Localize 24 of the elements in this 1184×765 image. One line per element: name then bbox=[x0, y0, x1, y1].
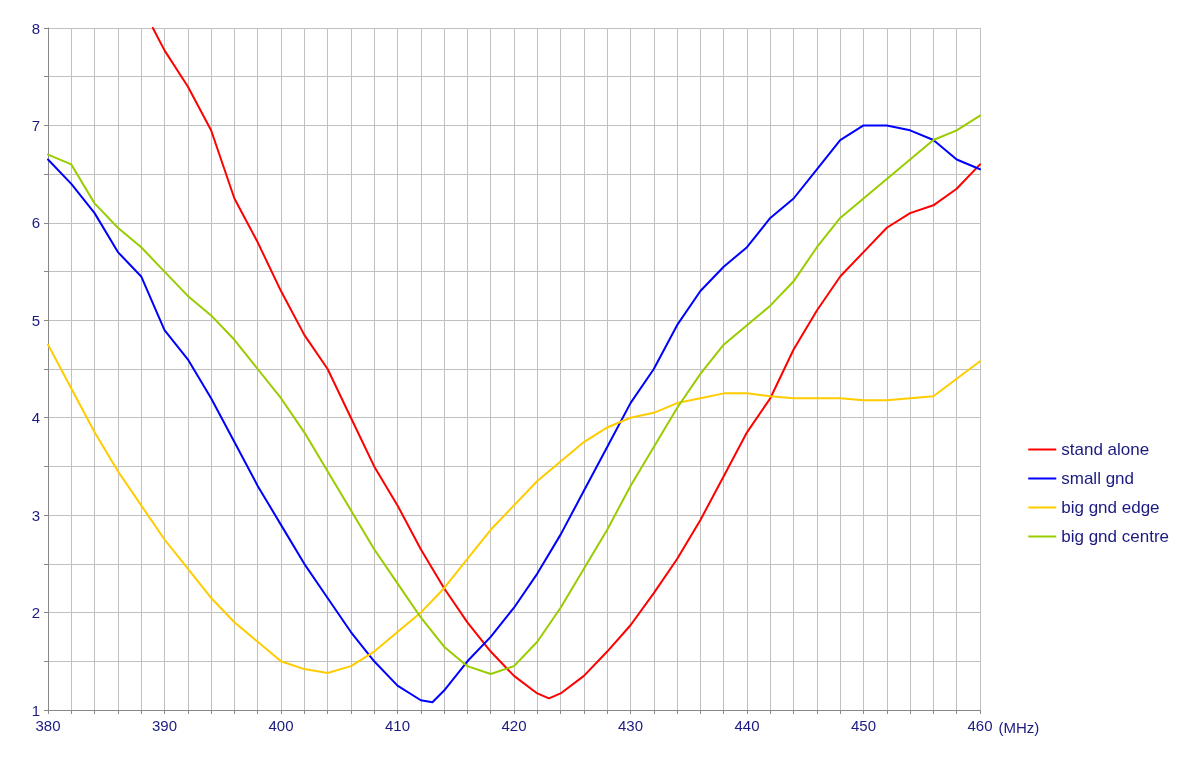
y-tick-label: 5 bbox=[31, 311, 40, 329]
x-tick-label: 460 bbox=[967, 717, 993, 734]
y-tick-label: 2 bbox=[31, 604, 40, 622]
y-tick-label: 7 bbox=[31, 116, 40, 134]
x-tick-label: 400 bbox=[268, 717, 294, 734]
x-tick-label: 390 bbox=[151, 717, 178, 734]
y-tick-label: 4 bbox=[31, 409, 40, 427]
legend-label: big gnd centre bbox=[1061, 527, 1170, 546]
y-tick-label: 8 bbox=[31, 19, 40, 37]
x-tick-label: 380 bbox=[35, 717, 61, 734]
x-tick-label: 410 bbox=[384, 717, 411, 734]
legend-label: stand alone bbox=[1061, 440, 1150, 459]
y-tick-label: 3 bbox=[31, 506, 40, 524]
x-tick-label: 430 bbox=[617, 717, 644, 734]
x-axis-title: (MHz) bbox=[998, 719, 1040, 736]
legend-label: big gnd edge bbox=[1061, 498, 1160, 517]
line-series bbox=[151, 27, 981, 700]
legend-label: small gnd bbox=[1061, 469, 1135, 488]
x-tick-label: 450 bbox=[850, 717, 877, 734]
x-tick-label: 440 bbox=[734, 717, 760, 734]
y-tick-label: 6 bbox=[31, 214, 40, 232]
line-series bbox=[47, 343, 981, 674]
x-tick-label: 420 bbox=[501, 717, 527, 734]
y-tick-label: 1 bbox=[31, 701, 40, 719]
